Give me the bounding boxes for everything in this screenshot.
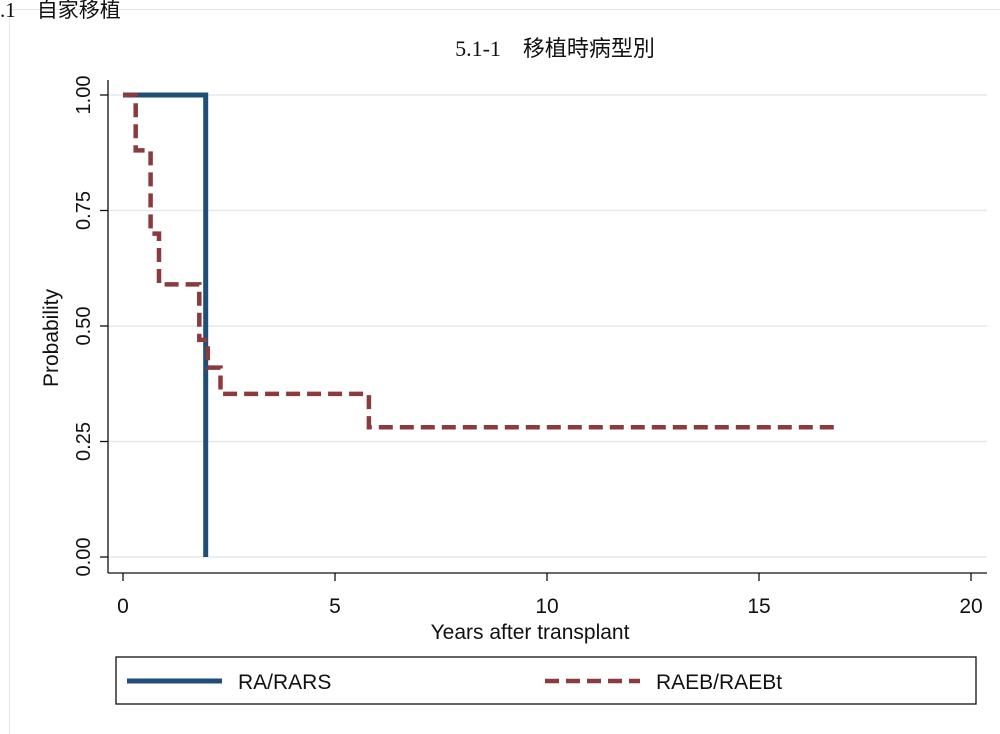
axes: 0.00 0.25 0.50 0.75 1.00 0 5 10 15 20 [73,76,987,618]
x-axis-label: Years after transplant [431,621,630,644]
legend-label-1: RA/RARS [238,671,331,694]
series-line-2 [123,92,840,430]
y-axis-label: Probability [40,288,63,387]
x-tick-label: 5 [329,595,341,618]
grid-lines [108,94,987,558]
legend: RA/RARS RAEB/RAEBt [115,656,977,705]
x-tick-label: 15 [747,595,770,618]
figure-frame [9,9,1000,734]
y-tick-label: 0.75 [73,191,95,230]
x-tick-label: 10 [535,595,558,618]
series-line-1 [123,92,209,557]
section-label: .1 自家移植 [0,0,121,22]
chart-title: 5.1-1 移植時病型別 [455,36,655,61]
x-tick-label: 20 [959,595,982,618]
y-tick-label: 1.00 [73,76,95,115]
series-lines [123,92,840,557]
y-tick-label: 0.50 [73,307,95,346]
x-tick-label: 0 [117,595,129,618]
legend-label-2: RAEB/RAEBt [656,671,782,694]
y-tick-label: 0.25 [73,422,95,461]
y-tick-label: 0.00 [73,538,95,577]
